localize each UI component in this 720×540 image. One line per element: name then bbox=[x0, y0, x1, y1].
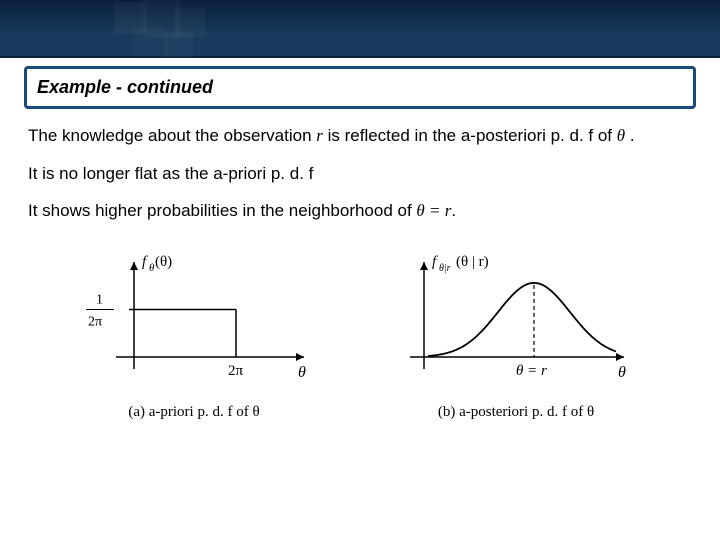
svg-text:(θ | r): (θ | r) bbox=[456, 254, 489, 270]
svg-text:(θ): (θ) bbox=[155, 254, 172, 270]
theta-eq-r: θ = r bbox=[416, 201, 451, 220]
content: The knowledge about the observation r is… bbox=[0, 109, 720, 421]
svg-text:f: f bbox=[432, 254, 438, 270]
paragraph-2: It is no longer flat as the a-priori p. … bbox=[28, 161, 692, 187]
top-banner bbox=[0, 0, 720, 58]
p3-b: . bbox=[451, 201, 456, 220]
svg-text:θ = r: θ = r bbox=[516, 363, 547, 379]
title-box: Example - continued bbox=[24, 66, 696, 109]
svg-text:2π: 2π bbox=[88, 314, 102, 329]
figure-b: θ = r fθ|r (θ | r) θ (b) a-posteriori p. d.… bbox=[376, 242, 656, 421]
svg-text:f: f bbox=[142, 254, 148, 270]
figure-b-caption: (b) a-posteriori p. d. f of θ bbox=[438, 404, 594, 421]
svg-text:2π: 2π bbox=[228, 363, 244, 379]
svg-text:θ: θ bbox=[298, 364, 306, 381]
p3-a: It shows higher probabilities in the nei… bbox=[28, 201, 416, 220]
paragraph-3: It shows higher probabilities in the nei… bbox=[28, 198, 692, 224]
r-var: r bbox=[316, 126, 323, 145]
figures-row: 1 2π 2π f θ (θ) θ (a) a-priori p. d. f of θ θ … bbox=[28, 242, 692, 421]
p1-c: . bbox=[625, 126, 634, 145]
figure-a-caption: (a) a-priori p. d. f of θ bbox=[128, 404, 259, 421]
figure-a-svg: 12π2πfθ(θ)θ bbox=[64, 242, 324, 392]
svg-text:θ|r: θ|r bbox=[439, 263, 451, 274]
p1-a: The knowledge about the observation bbox=[28, 126, 316, 145]
svg-text:θ: θ bbox=[618, 364, 626, 381]
figure-b-svg: θ = r fθ|r (θ | r) θ bbox=[376, 242, 656, 392]
figure-a: 12π2πfθ(θ)θ (a) a-priori p. d. f of θ bbox=[64, 242, 324, 421]
page-title: Example - continued bbox=[37, 77, 683, 98]
theta-1: θ bbox=[617, 126, 625, 145]
banner-squares bbox=[115, 0, 255, 58]
svg-text:1: 1 bbox=[96, 292, 103, 307]
p1-b: is reflected in the a-posteriori p. d. f… bbox=[323, 126, 617, 145]
paragraph-1: The knowledge about the observation r is… bbox=[28, 123, 692, 149]
